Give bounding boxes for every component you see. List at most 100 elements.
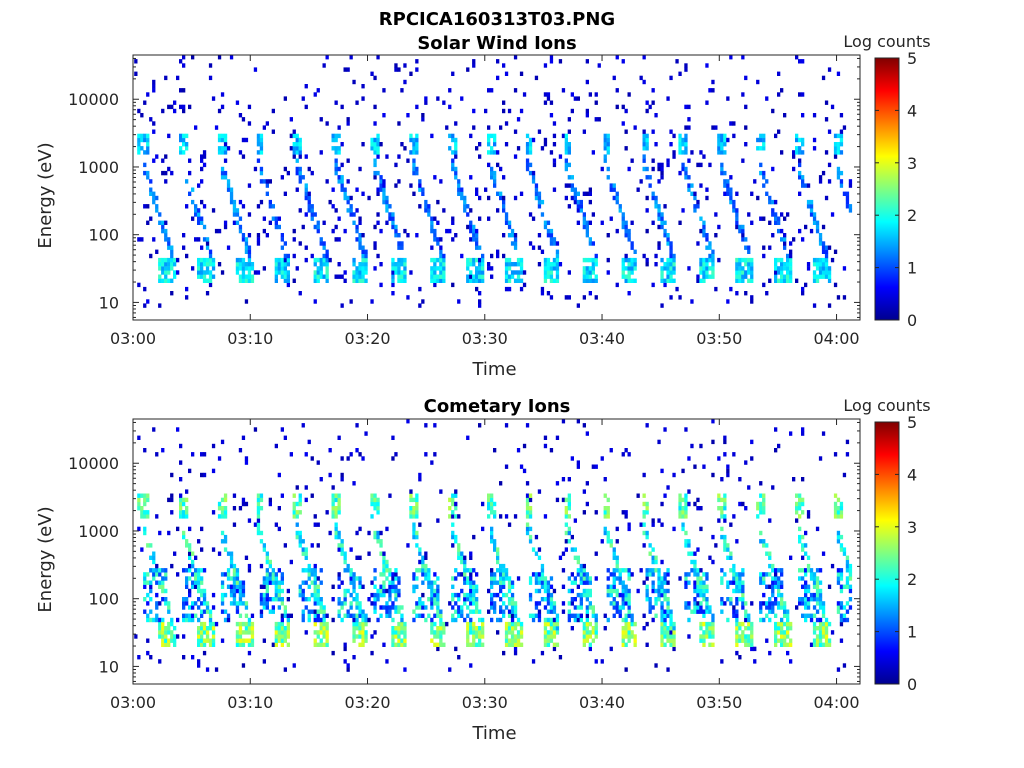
spectrogram-cell [283, 266, 287, 271]
spectrogram-cell [205, 634, 210, 639]
spectrogram-cell [433, 278, 437, 283]
spectrogram-cell [313, 212, 317, 217]
spectrogram-cell [244, 638, 249, 643]
spectrogram-cell [576, 568, 580, 573]
spectrogram-cell [666, 241, 670, 246]
spectrogram-cell [487, 162, 491, 168]
spectrogram-cell [839, 129, 844, 134]
spectrogram-cell [433, 228, 437, 234]
spectrogram-cell [454, 146, 458, 151]
spectrogram-cell [475, 630, 479, 635]
spectrogram-cell [711, 617, 715, 623]
spectrogram-cell [340, 187, 344, 192]
spectrogram-cell [391, 220, 395, 225]
spectrogram-cell [510, 617, 515, 623]
spectrogram-cell [549, 237, 554, 242]
spectrogram-cell [301, 547, 305, 552]
spectrogram-cell [295, 534, 299, 540]
spectrogram-cell [235, 212, 240, 217]
spectrogram-cell [621, 266, 625, 271]
spectrogram-cell [409, 506, 413, 511]
spectrogram-cell [343, 568, 347, 573]
spectrogram-cell [490, 580, 494, 585]
spectrogram-cell [690, 191, 694, 196]
spectrogram-cell [340, 617, 344, 623]
spectrogram-cell [487, 133, 491, 139]
spectrogram-cell [409, 270, 413, 275]
spectrogram-cell [161, 270, 165, 275]
spectrogram-cell [789, 278, 793, 283]
spectrogram-cell [352, 655, 356, 660]
spectrogram-cell [200, 630, 204, 635]
spectrogram-cell [268, 580, 272, 585]
spectrogram-cell [382, 592, 386, 598]
spectrogram-cell [313, 563, 317, 569]
spectrogram-cell [301, 539, 305, 544]
spectrogram-cell [202, 162, 207, 168]
spectrogram-cell [588, 576, 592, 581]
spectrogram-cell [630, 158, 634, 163]
spectrogram-cell [564, 158, 568, 163]
spectrogram-cell [549, 605, 554, 610]
spectrogram-cell [217, 262, 222, 267]
spectrogram-cell [155, 452, 159, 457]
spectrogram-cell [457, 572, 461, 577]
spectrogram-cell [337, 274, 341, 279]
spectrogram-cell [741, 278, 745, 283]
spectrogram-cell [301, 96, 305, 101]
spectrogram-cell [513, 195, 518, 201]
spectrogram-cell [382, 187, 386, 192]
spectrogram-cell [549, 113, 554, 118]
spectrogram-cell [705, 187, 709, 192]
spectrogram-cell [352, 580, 356, 585]
spectrogram-cell [349, 55, 353, 60]
spectrogram-cell [657, 597, 661, 602]
spectrogram-cell [343, 597, 347, 602]
spectrogram-cell [582, 295, 586, 300]
spectrogram-cell [334, 162, 338, 168]
spectrogram-cell [232, 597, 237, 602]
spectrogram-cell [331, 506, 335, 511]
spectrogram-cell [220, 514, 225, 519]
spectrogram-cell [182, 597, 186, 602]
spectrogram-cell [750, 601, 754, 606]
spectrogram-cell [182, 534, 186, 540]
spectrogram-cell [388, 212, 392, 217]
spectrogram-cell [502, 580, 506, 585]
spectrogram-cell [738, 501, 742, 507]
spectrogram-cell [627, 526, 631, 532]
spectrogram-cell [555, 262, 560, 267]
spectrogram-cell [391, 262, 395, 267]
spectrogram-cell [298, 170, 302, 176]
spectrogram-cell [352, 626, 356, 631]
spectrogram-cell [528, 241, 533, 246]
spectrogram-cell [651, 522, 655, 527]
spectrogram-cell [490, 617, 494, 623]
spectrogram-cell [845, 601, 850, 606]
spectrogram-cell [232, 212, 237, 217]
spectrogram-cell [472, 580, 476, 585]
spectrogram-cell [448, 506, 452, 511]
spectrogram-cell [403, 79, 407, 85]
spectrogram-cell [412, 522, 416, 527]
spectrogram-cell [570, 588, 574, 594]
spectrogram-cell [167, 257, 171, 263]
spectrogram-cell [229, 195, 234, 201]
spectrogram-cell [202, 154, 207, 159]
spectrogram-cell [298, 497, 302, 503]
spectrogram-cell [235, 642, 240, 647]
spectrogram-cell [708, 621, 712, 627]
spectrogram-cell [268, 559, 272, 565]
spectrogram-cell [322, 613, 326, 618]
spectrogram-cell [812, 270, 817, 275]
spectrogram-cell [741, 601, 745, 606]
spectrogram-cell [645, 597, 649, 602]
spectrogram-cell [262, 547, 266, 552]
spectrogram-cell [642, 137, 646, 143]
spectrogram-cell [827, 584, 832, 589]
spectrogram-cell [334, 146, 338, 151]
spectrogram-cell [262, 228, 266, 234]
spectrogram-cell [818, 274, 823, 279]
spectrogram-cell [669, 129, 673, 134]
spectrogram-cell [818, 642, 823, 647]
